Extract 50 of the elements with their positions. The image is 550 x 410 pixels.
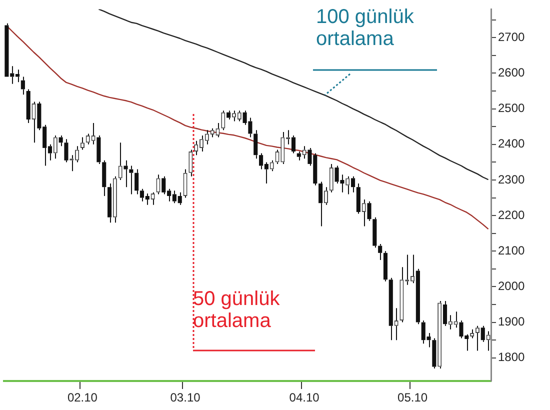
y-tick-label: 1800 xyxy=(498,350,526,364)
y-tick-label: 2400 xyxy=(498,136,526,151)
candlestick xyxy=(329,163,334,193)
candlestick xyxy=(134,168,139,195)
candlestick xyxy=(58,135,63,147)
candlestick xyxy=(26,88,30,124)
y-tick-label: 1900 xyxy=(498,314,526,329)
candlestick xyxy=(216,122,220,138)
candlestick xyxy=(75,146,80,163)
candlestick xyxy=(102,160,106,196)
candlestick xyxy=(107,183,112,224)
candlestick xyxy=(188,149,193,177)
candlestick xyxy=(442,300,448,326)
candlestick xyxy=(96,135,101,164)
candlestick xyxy=(350,176,356,193)
candlestick xyxy=(275,149,280,164)
x-tick-label: 05.10 xyxy=(398,390,428,405)
candlestick xyxy=(254,130,258,160)
y-tick-label: 2100 xyxy=(498,243,526,258)
y-tick-label: 2000 xyxy=(498,279,526,294)
candlestick xyxy=(367,200,372,222)
y-tick-label: 2600 xyxy=(498,66,526,80)
text: 50 günlük ortalama xyxy=(193,288,281,332)
y-tick-label: 2500 xyxy=(498,101,526,116)
candlestick xyxy=(383,250,388,282)
candlestick xyxy=(296,151,301,161)
candlestick xyxy=(124,160,128,188)
candlestick xyxy=(356,183,360,214)
candlestick xyxy=(318,181,323,227)
x-tick-label: 04.10 xyxy=(289,390,320,405)
candlestick xyxy=(378,244,382,261)
x-tick-label: 02.10 xyxy=(67,390,98,405)
candlestick xyxy=(129,165,134,195)
candlestick xyxy=(480,325,485,342)
candlestick xyxy=(210,128,214,138)
candlestick xyxy=(388,277,393,341)
candlestick xyxy=(470,328,474,339)
candlestick xyxy=(86,133,90,145)
y-tick-label: 2300 xyxy=(498,172,526,186)
candlestick xyxy=(280,131,285,164)
candlestick xyxy=(291,135,296,154)
y-tick-label: 2200 xyxy=(498,208,526,222)
candlestick xyxy=(400,266,404,323)
y-tick-label: 2700 xyxy=(498,30,526,44)
series-label: 100 günlük ortalama xyxy=(316,6,415,50)
candlestick xyxy=(226,110,231,120)
x-tick-label: 03.10 xyxy=(170,390,201,405)
candlestick xyxy=(183,168,188,198)
candlestick xyxy=(20,76,25,96)
candlestick xyxy=(64,138,68,163)
